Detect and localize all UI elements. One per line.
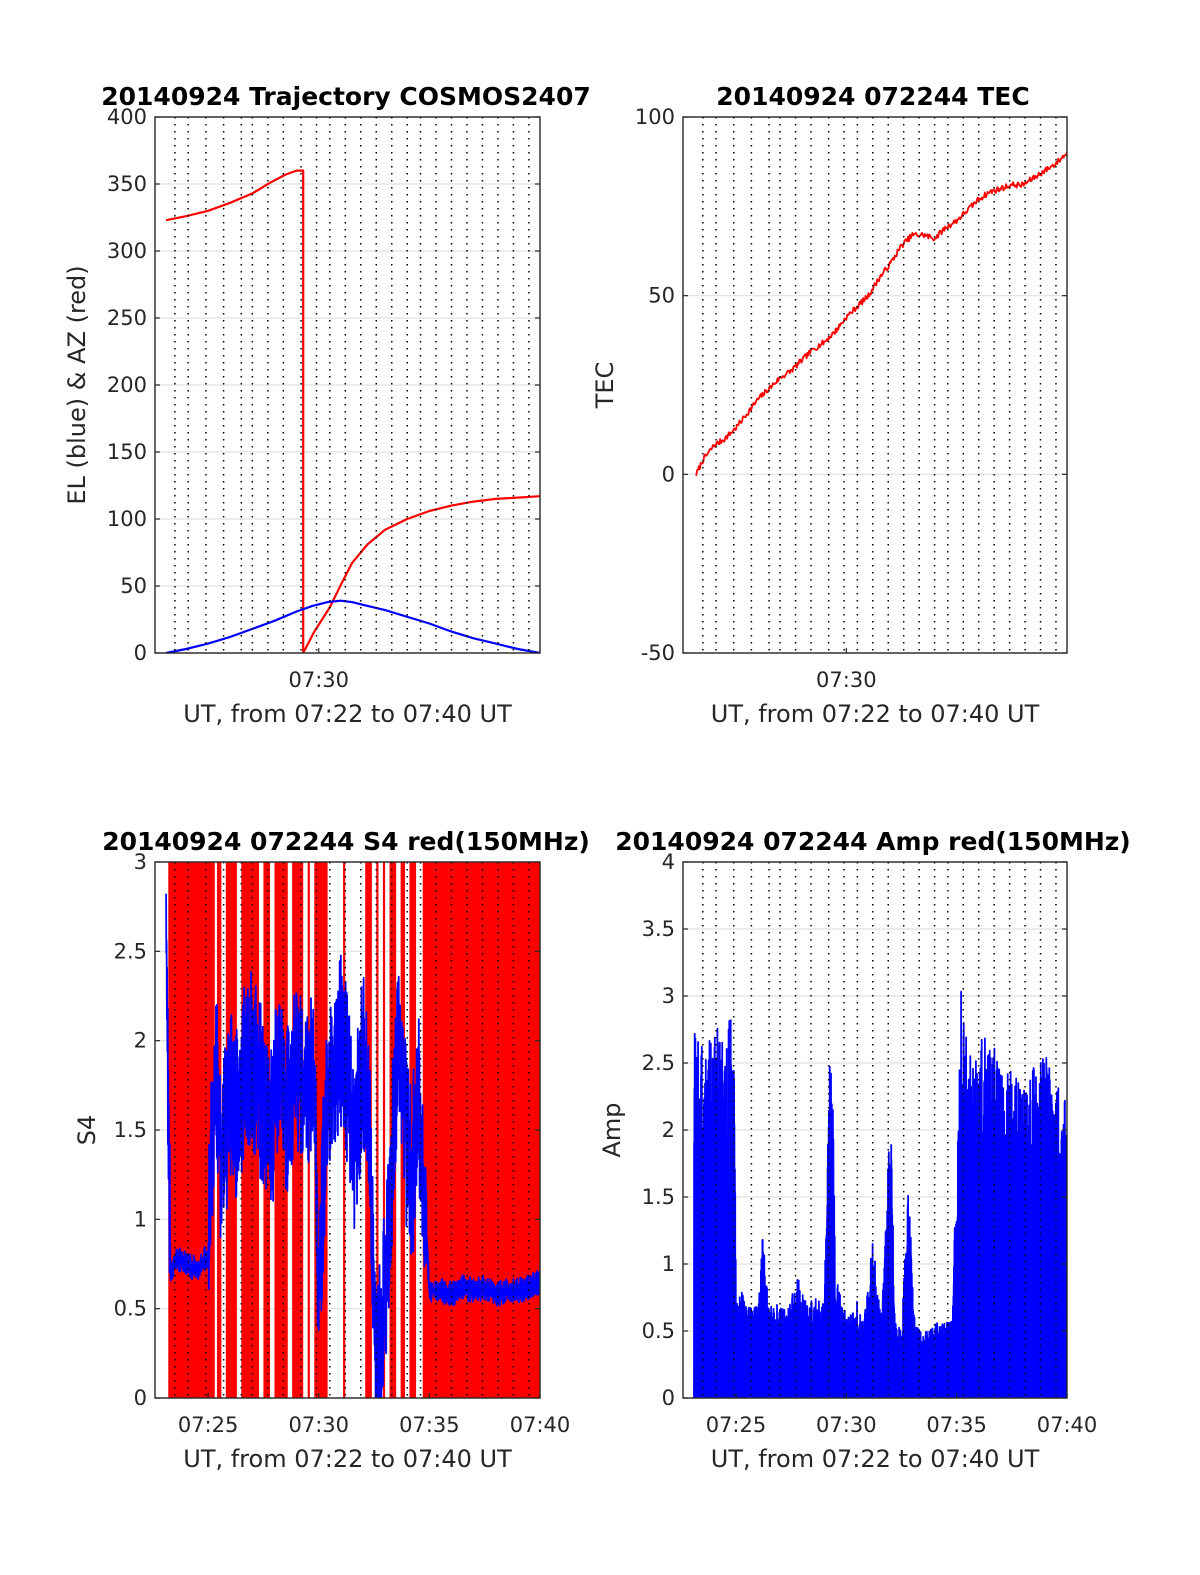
series-band-red — [382, 862, 386, 1398]
y-axis-label: Amp — [598, 1102, 626, 1157]
x-tick-label: 07:30 — [288, 1413, 349, 1437]
series-band-red — [422, 862, 540, 1398]
x-tick-label: 07:30 — [816, 668, 877, 692]
y-tick-label: -50 — [641, 641, 675, 665]
y-tick-label: 50 — [120, 574, 147, 598]
axes-frame — [682, 116, 1068, 654]
y-tick-label: 1 — [662, 1252, 675, 1276]
chart-panel-s4: 0 0.5 1 1.5 2 2.5 3 07:25 07:30 07:35 07:40 UT, fro… — [73, 827, 590, 1473]
chart-panel-traj: 0 50 100 150 200 250 300 350 400 07:30 UT, from 07… — [63, 82, 591, 728]
y-tick-label: 0.5 — [642, 1319, 675, 1343]
chart-title: 20140924 Trajectory COSMOS2407 — [101, 82, 591, 111]
x-axis-label: UT, from 07:22 to 07:40 UT — [183, 700, 512, 728]
plot-area — [695, 151, 1067, 476]
y-tick-label: 250 — [107, 306, 147, 330]
y-tick-label: 2 — [662, 1118, 675, 1142]
y-tick-label: 2 — [134, 1029, 147, 1053]
y-tick-label: 1 — [134, 1207, 147, 1231]
y-tick-label: 200 — [107, 373, 147, 397]
series-band-red — [400, 862, 406, 1398]
x-tick-label: 07:35 — [399, 1413, 460, 1437]
y-tick-label: 300 — [107, 239, 147, 263]
chart-title: 20140924 072244 Amp red(150MHz) — [615, 827, 1131, 856]
chart-panel-tec: -50 0 50 100 07:30 UT, from 07:22 to 07:40 UT… — [591, 82, 1068, 728]
y-tick-label: 1.5 — [642, 1185, 675, 1209]
y-tick-label: 50 — [648, 284, 675, 308]
series-band-red — [168, 862, 215, 1398]
plot-area — [165, 862, 540, 1398]
y-tick-label: 0 — [134, 1386, 147, 1410]
y-tick-label: 100 — [635, 105, 675, 129]
x-tick-label: 07:40 — [1037, 1413, 1098, 1437]
x-tick-label: 07:25 — [178, 1413, 239, 1437]
x-axis-label: UT, from 07:22 to 07:40 UT — [183, 1445, 512, 1473]
y-tick-label: 3 — [662, 984, 675, 1008]
x-tick-label: 07:30 — [288, 668, 349, 692]
y-tick-label: 0 — [662, 462, 675, 486]
series-line-0 — [695, 151, 1067, 476]
x-axis-label: UT, from 07:22 to 07:40 UT — [711, 700, 1040, 728]
y-tick-label: 0 — [134, 641, 147, 665]
y-tick-label: 400 — [107, 105, 147, 129]
series-line-1 — [165, 893, 540, 1398]
y-axis-label: EL (blue) & AZ (red) — [63, 265, 91, 504]
x-tick-label: 07:30 — [816, 1413, 877, 1437]
y-axis-label: TEC — [591, 362, 619, 410]
x-axis-label: UT, from 07:22 to 07:40 UT — [711, 1445, 1040, 1473]
chart-title: 20140924 072244 S4 red(150MHz) — [102, 827, 590, 856]
x-tick-label: 07:35 — [926, 1413, 987, 1437]
y-tick-label: 3 — [134, 850, 147, 874]
y-axis-label: S4 — [73, 1115, 101, 1146]
y-tick-label: 4 — [662, 850, 675, 874]
y-tick-label: 0 — [662, 1386, 675, 1410]
y-tick-label: 3.5 — [642, 917, 675, 941]
y-tick-label: 2.5 — [642, 1051, 675, 1075]
series-line-1 — [165, 599, 540, 653]
series-band-red — [343, 862, 346, 1398]
chart-panel-amp: 0 0.5 1 1.5 2 2.5 3 3.5 4 07:25 07:30 07:35 07:40 UT,… — [598, 827, 1131, 1473]
plot-area — [693, 990, 1067, 1398]
y-tick-label: 0.5 — [114, 1297, 147, 1321]
x-tick-label: 07:25 — [706, 1413, 767, 1437]
x-tick-label: 07:40 — [510, 1413, 571, 1437]
y-tick-label: 2.5 — [114, 939, 147, 963]
y-tick-label: 1.5 — [114, 1118, 147, 1142]
y-tick-label: 150 — [107, 440, 147, 464]
y-tick-label: 350 — [107, 172, 147, 196]
y-tick-label: 100 — [107, 507, 147, 531]
chart-title: 20140924 072244 TEC — [716, 82, 1029, 111]
series-band-red — [376, 862, 379, 1398]
series-line-0 — [693, 990, 1067, 1398]
series-band-red — [274, 862, 288, 1398]
